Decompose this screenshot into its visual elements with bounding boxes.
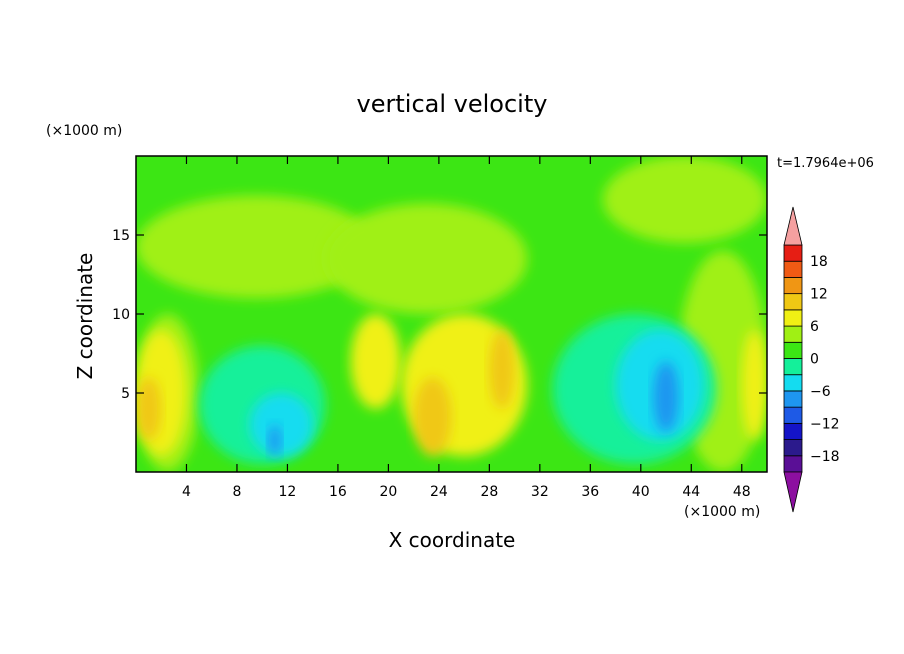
x-tick-label: 24 [430,484,448,500]
colorbar-swatch [783,325,803,343]
colorbar-swatch [783,260,803,278]
colorbar-swatch [783,293,803,311]
colorbar-swatch [783,455,803,473]
x-tick-label: 32 [531,484,549,500]
x-tick-label: 20 [379,484,397,500]
x-tick-label: 12 [279,484,297,500]
time-label: t=1.7964e+06 [777,156,874,171]
colorbar-swatch [783,244,803,262]
contour-region [268,424,282,457]
colorbar-tick-label: −18 [810,449,840,465]
colorbar-over-arrow [783,206,803,246]
y-unit-label: (×1000 m) [46,123,122,139]
x-tick-label: 28 [480,484,498,500]
x-tick-label: 4 [182,484,191,500]
contour-region [325,203,528,314]
colorbar-swatch [783,422,803,440]
contour-fill-layer [136,156,767,472]
x-tick-label: 16 [329,484,347,500]
colorbar-tick-label: −6 [810,384,831,400]
x-tick-label: 44 [682,484,700,500]
contour-region [741,329,767,441]
contour-region [136,195,376,299]
contour-region [350,314,402,409]
contour-region [602,156,767,243]
x-tick-label: 40 [632,484,650,500]
colorbar-swatch [783,277,803,295]
colorbar-swatch [783,341,803,359]
x-tick-label: 36 [581,484,599,500]
colorbar-under-arrow [783,471,803,513]
contour-region [489,329,515,409]
colorbar-swatch [783,390,803,408]
colorbar-tick-label: 6 [810,319,819,335]
y-tick-label: 5 [121,386,130,402]
colorbar-tick-label: −12 [810,416,840,432]
contour-region [136,377,162,441]
x-tick-label: 48 [733,484,751,500]
x-axis: 4 8 12 16 20 24 28 32 36 40 44 48 [182,156,751,500]
colorbar-swatch [783,406,803,424]
colorbar-tick-label: 12 [810,287,828,303]
contour-region [653,361,679,433]
y-axis-label: Z coordinate [73,253,97,380]
colorbar: −18 −12 −6 0 6 12 18 [783,206,840,513]
y-axis: 5 10 15 [112,228,767,402]
colorbar-tick-label: 18 [810,254,828,270]
colorbar-swatch [783,358,803,376]
colorbar-swatch [783,374,803,392]
y-tick-label: 10 [112,307,130,323]
x-tick-label: 8 [232,484,241,500]
chart-title: vertical velocity [357,90,548,118]
contour-region [413,377,452,457]
y-tick-label: 15 [112,228,130,244]
x-unit-label: (×1000 m) [684,504,760,520]
colorbar-tick-label: 0 [810,352,819,368]
contour-region [249,393,313,457]
colorbar-swatch [783,309,803,327]
x-axis-label: X coordinate [389,528,516,552]
colorbar-swatch [783,439,803,457]
